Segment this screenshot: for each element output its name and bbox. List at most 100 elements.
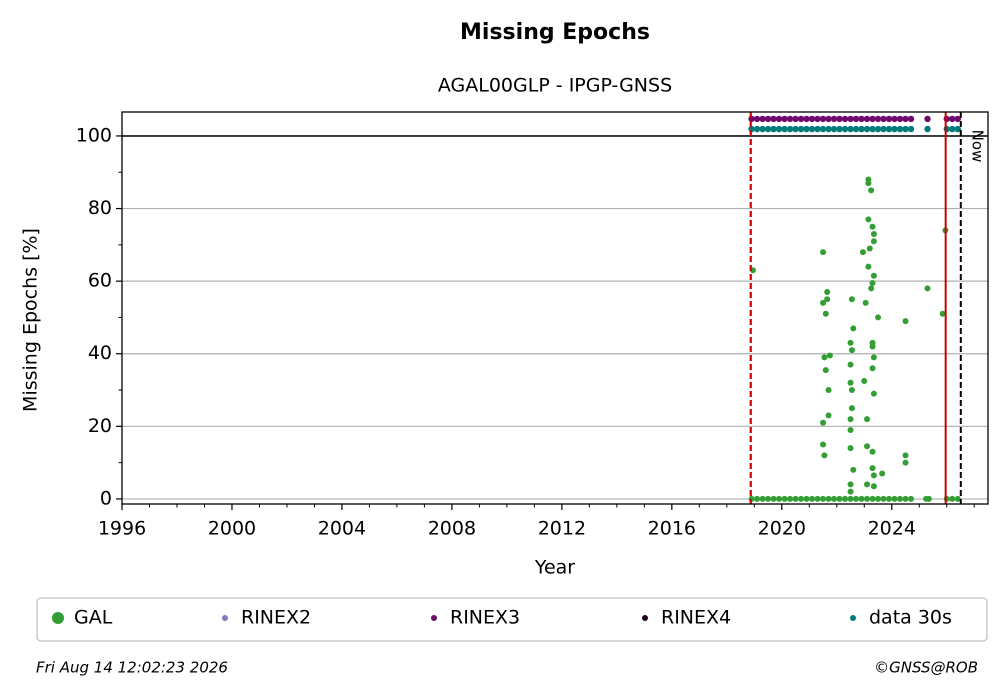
data-point — [820, 441, 827, 448]
data-point — [870, 272, 877, 279]
data-point — [786, 115, 794, 123]
data-point — [847, 445, 854, 452]
y-tick-label: 60 — [88, 270, 112, 292]
data-point — [830, 115, 838, 123]
y-tick-label: 100 — [76, 124, 112, 146]
legend-label: RINEX2 — [241, 607, 311, 629]
data-point — [770, 495, 777, 502]
data-point — [819, 125, 827, 133]
data-point — [864, 481, 871, 488]
data-point — [847, 481, 854, 488]
data-point — [848, 296, 855, 303]
x-tick-label: 1996 — [98, 518, 146, 540]
legend-label: RINEX3 — [450, 607, 520, 629]
footer-credit: ©GNSS@ROB — [874, 659, 978, 677]
data-point — [874, 125, 882, 133]
data-point — [869, 115, 876, 123]
data-point — [858, 115, 865, 123]
legend-label: data 30s — [869, 607, 952, 629]
data-point — [792, 125, 799, 133]
data-point — [852, 125, 860, 133]
data-point — [891, 115, 898, 123]
data-point — [808, 115, 816, 123]
data-point — [885, 115, 893, 123]
data-point — [891, 125, 898, 133]
data-point — [943, 125, 950, 133]
data-point — [842, 495, 849, 502]
data-point — [830, 125, 838, 133]
y-tick-label: 0 — [100, 487, 112, 509]
data-point — [848, 347, 855, 354]
data-point — [858, 495, 865, 502]
data-point — [863, 125, 871, 133]
data-point — [847, 416, 854, 423]
data-point — [852, 115, 860, 123]
legend-marker — [52, 612, 64, 624]
data-point — [902, 115, 909, 123]
data-point — [759, 125, 766, 133]
data-point — [836, 125, 843, 133]
data-point — [797, 125, 805, 133]
data-point — [803, 125, 810, 133]
data-point — [753, 115, 761, 123]
data-point — [865, 180, 872, 187]
data-point — [836, 115, 843, 123]
data-point — [902, 452, 909, 459]
data-point — [870, 230, 877, 237]
data-point — [869, 495, 876, 502]
data-point — [869, 125, 876, 133]
x-tick-label: 2000 — [208, 518, 256, 540]
chart-subtitle: AGAL00GLP - IPGP-GNSS — [438, 75, 672, 97]
data-point — [847, 379, 854, 386]
data-point — [908, 495, 915, 502]
data-point — [822, 367, 829, 374]
y-tick-label: 80 — [88, 197, 112, 219]
data-point — [820, 249, 827, 256]
data-point — [896, 125, 904, 133]
data-point — [814, 125, 821, 133]
data-point — [879, 470, 886, 477]
data-point — [825, 412, 832, 419]
data-point — [847, 488, 854, 495]
data-point — [759, 495, 766, 502]
data-point — [869, 365, 876, 372]
data-point — [808, 125, 816, 133]
data-point — [868, 187, 875, 194]
data-point — [825, 115, 832, 123]
data-point — [765, 495, 772, 502]
data-point — [859, 249, 866, 256]
legend-label: RINEX4 — [661, 607, 731, 629]
data-point — [869, 448, 876, 455]
data-point — [848, 405, 855, 412]
data-point — [868, 285, 875, 292]
data-point — [870, 354, 877, 361]
y-axis-label: Missing Epochs [%] — [20, 228, 42, 412]
data-point — [896, 115, 904, 123]
data-point — [824, 289, 831, 296]
data-point — [781, 125, 788, 133]
x-tick-label: 2012 — [538, 518, 586, 540]
data-point — [925, 495, 932, 502]
data-point — [850, 466, 857, 473]
plot-frame — [121, 111, 989, 505]
data-point — [775, 125, 783, 133]
data-point — [902, 495, 909, 502]
data-point — [870, 472, 877, 479]
y-tick-label: 40 — [88, 342, 112, 364]
data-point — [792, 115, 799, 123]
data-point — [803, 495, 810, 502]
data-point — [863, 115, 871, 123]
data-point — [759, 115, 766, 123]
data-point — [949, 495, 956, 502]
data-point — [924, 285, 931, 292]
data-point — [869, 279, 876, 286]
data-point — [821, 354, 828, 361]
data-point — [885, 125, 893, 133]
data-point — [814, 115, 821, 123]
data-point — [861, 377, 868, 384]
data-point — [825, 125, 832, 133]
data-point — [841, 125, 849, 133]
data-point — [824, 296, 831, 303]
x-tick-label: 2008 — [428, 518, 476, 540]
chart-title: Missing Epochs — [460, 20, 650, 45]
